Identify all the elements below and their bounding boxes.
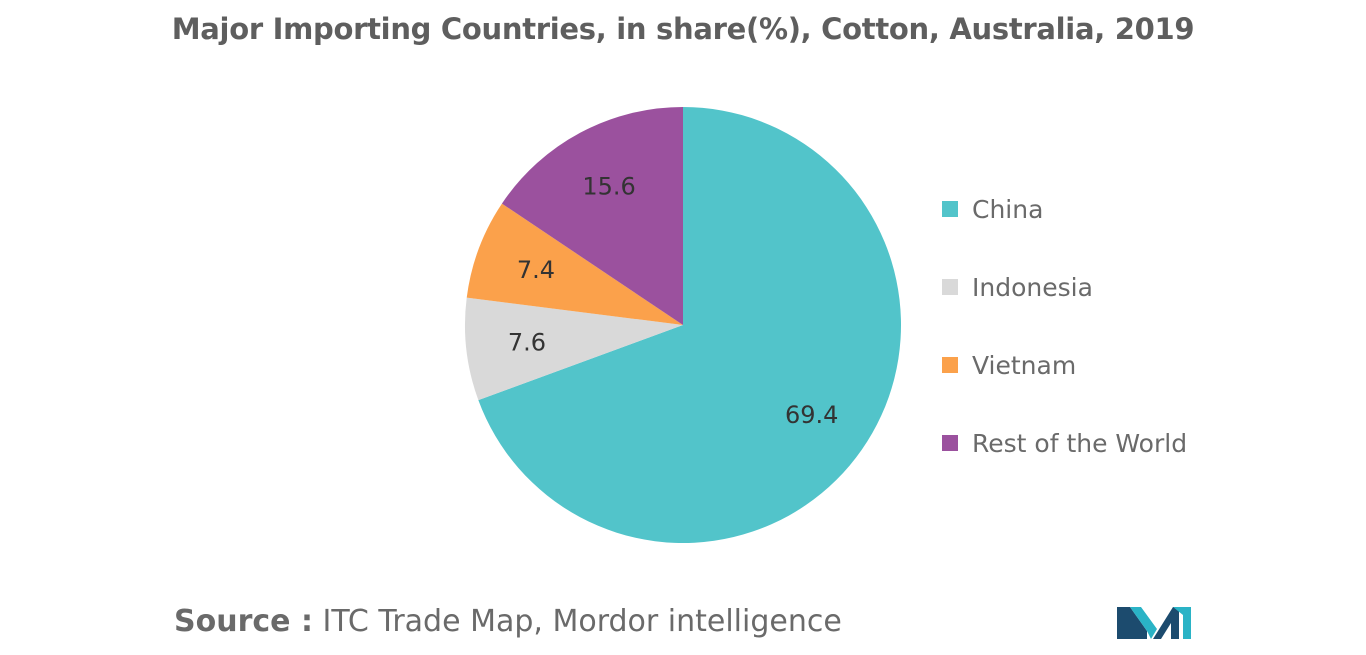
pie-slice-vietnam (466, 203, 683, 325)
legend-swatch (942, 435, 958, 451)
legend: China Indonesia Vietnam Rest of the World (942, 190, 1187, 502)
source-text: ITC Trade Map, Mordor intelligence (322, 604, 842, 639)
legend-item-indonesia: Indonesia (942, 268, 1187, 306)
source-note: Source : ITC Trade Map, Mordor intellige… (174, 604, 842, 639)
legend-item-china: China (942, 190, 1187, 228)
legend-label: Rest of the World (972, 428, 1188, 458)
data-label-china: 69.4 (785, 401, 838, 429)
chart-title: Major Importing Countries, in share(%), … (171, 12, 1195, 46)
data-label-indonesia: 7.6 (508, 329, 546, 357)
data-label-rest-of-the-world: 15.6 (582, 173, 635, 201)
legend-swatch (942, 201, 958, 217)
legend-item-rest-of-the-world: Rest of the World (942, 424, 1187, 462)
data-label-vietnam: 7.4 (517, 256, 555, 284)
pie-slice-rest-of-the-world (501, 107, 683, 325)
legend-swatch (942, 357, 958, 373)
legend-item-vietnam: Vietnam (942, 346, 1187, 384)
legend-label: Indonesia (972, 272, 1093, 302)
legend-label: China (972, 194, 1044, 224)
pie-slice-indonesia (465, 297, 683, 401)
source-label: Source : (174, 604, 313, 639)
legend-swatch (942, 279, 958, 295)
mordor-intelligence-logo-icon (1117, 607, 1191, 639)
legend-label: Vietnam (972, 350, 1077, 380)
pie-slice-china (478, 107, 902, 543)
